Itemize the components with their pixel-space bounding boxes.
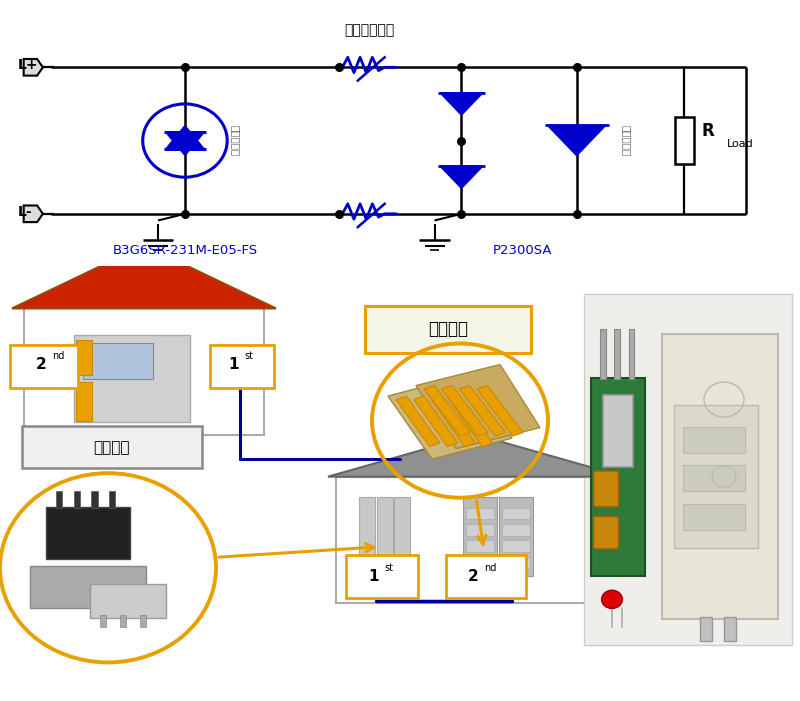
Text: 过流保护器件: 过流保护器件 (344, 24, 394, 38)
Bar (466, 524, 494, 536)
Polygon shape (24, 205, 43, 222)
FancyBboxPatch shape (76, 382, 92, 421)
Polygon shape (547, 125, 606, 156)
Bar (466, 557, 494, 568)
Bar (502, 508, 530, 519)
FancyBboxPatch shape (90, 584, 166, 618)
FancyBboxPatch shape (446, 555, 526, 598)
Text: B3G6SR-231M-E05-FS: B3G6SR-231M-E05-FS (112, 244, 258, 257)
Bar (502, 557, 530, 568)
Text: Load: Load (726, 139, 753, 149)
Text: nd: nd (52, 351, 64, 361)
Circle shape (602, 590, 622, 608)
Polygon shape (166, 132, 204, 156)
Text: 2: 2 (468, 569, 478, 584)
FancyBboxPatch shape (76, 340, 92, 375)
Bar (109, 491, 115, 508)
Polygon shape (414, 396, 458, 447)
Bar (140, 615, 146, 627)
Text: st: st (244, 351, 253, 361)
Text: nd: nd (484, 563, 496, 573)
Text: L-: L- (18, 205, 32, 219)
Text: 气体放电管: 气体放电管 (230, 125, 240, 156)
Bar (466, 508, 494, 519)
FancyBboxPatch shape (584, 294, 792, 645)
Text: P2300SA: P2300SA (493, 244, 553, 257)
Bar (674, 117, 694, 164)
FancyBboxPatch shape (594, 517, 618, 549)
Bar (724, 617, 736, 641)
Polygon shape (442, 386, 488, 436)
Polygon shape (440, 93, 483, 115)
Bar (600, 329, 606, 379)
FancyBboxPatch shape (603, 395, 633, 467)
Text: st: st (384, 563, 393, 573)
Bar (629, 329, 634, 379)
Polygon shape (440, 166, 483, 189)
Text: 2: 2 (36, 357, 46, 372)
FancyBboxPatch shape (674, 405, 758, 548)
FancyBboxPatch shape (365, 306, 531, 353)
Bar (74, 491, 80, 508)
Text: 固体放电管: 固体放电管 (622, 125, 631, 156)
FancyBboxPatch shape (377, 497, 393, 590)
Bar (91, 491, 98, 508)
FancyBboxPatch shape (591, 378, 645, 576)
FancyBboxPatch shape (24, 308, 264, 435)
Bar (120, 615, 126, 627)
FancyBboxPatch shape (394, 497, 410, 590)
Polygon shape (424, 386, 470, 436)
Polygon shape (328, 435, 624, 477)
FancyBboxPatch shape (74, 335, 190, 422)
FancyBboxPatch shape (662, 334, 778, 619)
Polygon shape (12, 245, 276, 308)
Text: L+: L+ (18, 58, 38, 72)
FancyBboxPatch shape (210, 345, 274, 388)
FancyBboxPatch shape (10, 345, 78, 388)
Bar (502, 540, 530, 552)
FancyBboxPatch shape (683, 427, 745, 453)
FancyBboxPatch shape (83, 343, 153, 379)
Text: 次级保护: 次级保护 (428, 320, 468, 339)
Bar (614, 329, 620, 379)
FancyBboxPatch shape (683, 465, 745, 491)
Polygon shape (388, 375, 512, 459)
FancyBboxPatch shape (359, 497, 375, 590)
Polygon shape (396, 396, 440, 447)
FancyBboxPatch shape (22, 426, 202, 468)
Bar (700, 617, 712, 641)
FancyBboxPatch shape (30, 566, 146, 608)
Polygon shape (477, 386, 523, 436)
Bar (502, 524, 530, 536)
Bar (100, 615, 106, 627)
FancyBboxPatch shape (46, 507, 130, 559)
Polygon shape (416, 365, 540, 449)
FancyBboxPatch shape (594, 471, 618, 507)
Text: 1: 1 (228, 357, 238, 372)
Polygon shape (166, 125, 204, 149)
Bar (466, 540, 494, 552)
Polygon shape (459, 386, 506, 436)
Polygon shape (449, 396, 493, 447)
FancyBboxPatch shape (336, 477, 616, 603)
FancyBboxPatch shape (346, 555, 418, 598)
Polygon shape (431, 396, 475, 447)
FancyBboxPatch shape (499, 497, 533, 576)
Polygon shape (24, 59, 43, 76)
FancyBboxPatch shape (463, 497, 497, 576)
Text: 初级保护: 初级保护 (94, 440, 130, 455)
Bar (56, 491, 62, 508)
Text: 1: 1 (368, 569, 378, 584)
FancyBboxPatch shape (683, 504, 745, 530)
Text: R: R (701, 121, 714, 139)
